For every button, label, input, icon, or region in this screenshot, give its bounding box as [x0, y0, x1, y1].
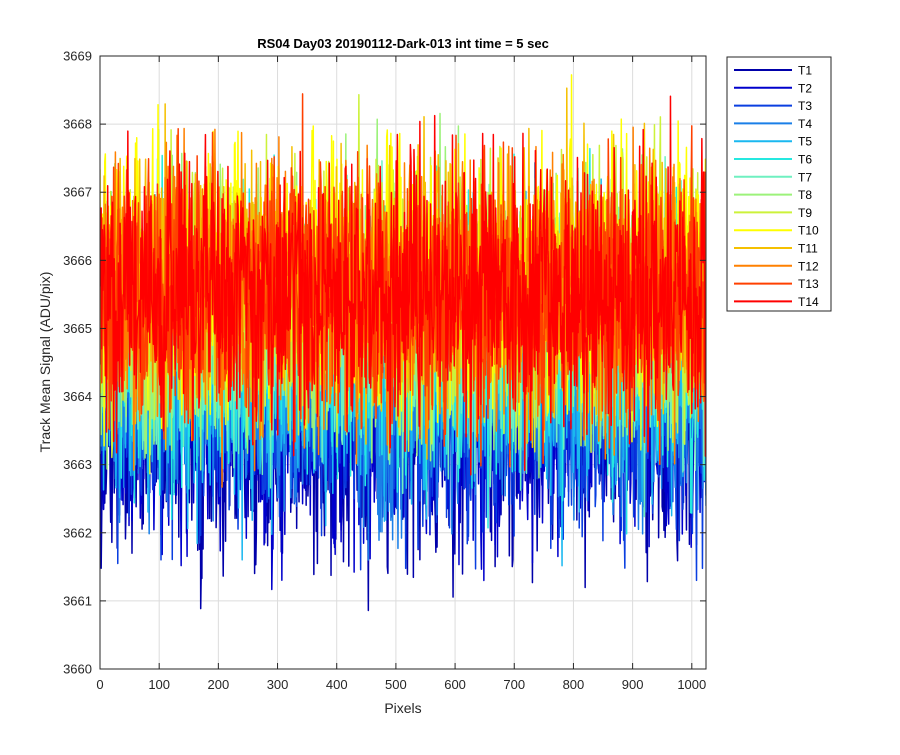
series-layer — [100, 74, 706, 612]
legend-box — [726, 56, 832, 312]
legend-label-t1: T1 — [798, 64, 812, 78]
x-tick-label: 700 — [503, 677, 525, 692]
plot-border — [99, 55, 707, 670]
legend-label-t12: T12 — [798, 259, 819, 273]
legend-label-t11: T11 — [798, 242, 818, 256]
x-tick-label: 400 — [326, 677, 348, 692]
x-tick-label: 900 — [622, 677, 644, 692]
legend-label-t5: T5 — [798, 135, 812, 149]
legend-label-t8: T8 — [798, 188, 812, 202]
y-tick-label: 3663 — [63, 457, 92, 472]
y-tick-label: 3661 — [63, 593, 92, 608]
legend: T1 T2 T3 T4 T5 T6 T7 T8 T9 T10 T11 T12 T13 T14 — [726, 56, 832, 312]
y-tick-label: 3660 — [63, 662, 92, 677]
series-line-t14 — [100, 95, 706, 476]
y-tick-label: 3662 — [63, 525, 92, 540]
legend-label-t2: T2 — [798, 81, 812, 95]
x-tick-label: 800 — [563, 677, 585, 692]
y-tick-label: 3666 — [63, 253, 92, 268]
x-tick-label: 600 — [444, 677, 466, 692]
y-tick-label: 3667 — [63, 185, 92, 200]
x-tick-label: 200 — [208, 677, 230, 692]
legend-label-t4: T4 — [798, 117, 812, 131]
y-tick-label: 3668 — [63, 117, 92, 132]
legend-label-t6: T6 — [798, 153, 812, 167]
legend-label-t3: T3 — [798, 99, 812, 113]
x-tick-label: 1000 — [677, 677, 706, 692]
chart-title: RS04 Day03 20190112-Dark-013 int time = … — [257, 36, 549, 51]
ticks: 0 100 200 300 400 500 600 700 800 900 1000 3660 3661… — [63, 49, 706, 693]
y-axis-label: Track Mean Signal (ADU/pix) — [37, 272, 53, 453]
legend-label-t13: T13 — [798, 277, 819, 291]
legend-label-t9: T9 — [798, 206, 812, 220]
legend-label-t7: T7 — [798, 170, 812, 184]
y-tick-label: 3664 — [63, 389, 92, 404]
x-tick-label: 100 — [148, 677, 170, 692]
y-tick-label: 3669 — [63, 49, 92, 64]
x-axis-label: Pixels — [384, 700, 421, 716]
x-tick-label: 300 — [267, 677, 289, 692]
legend-label-t10: T10 — [798, 224, 819, 238]
legend-label-t14: T14 — [798, 295, 819, 309]
x-tick-label: 0 — [96, 677, 103, 692]
y-tick-label: 3665 — [63, 321, 92, 336]
x-tick-label: 500 — [385, 677, 407, 692]
